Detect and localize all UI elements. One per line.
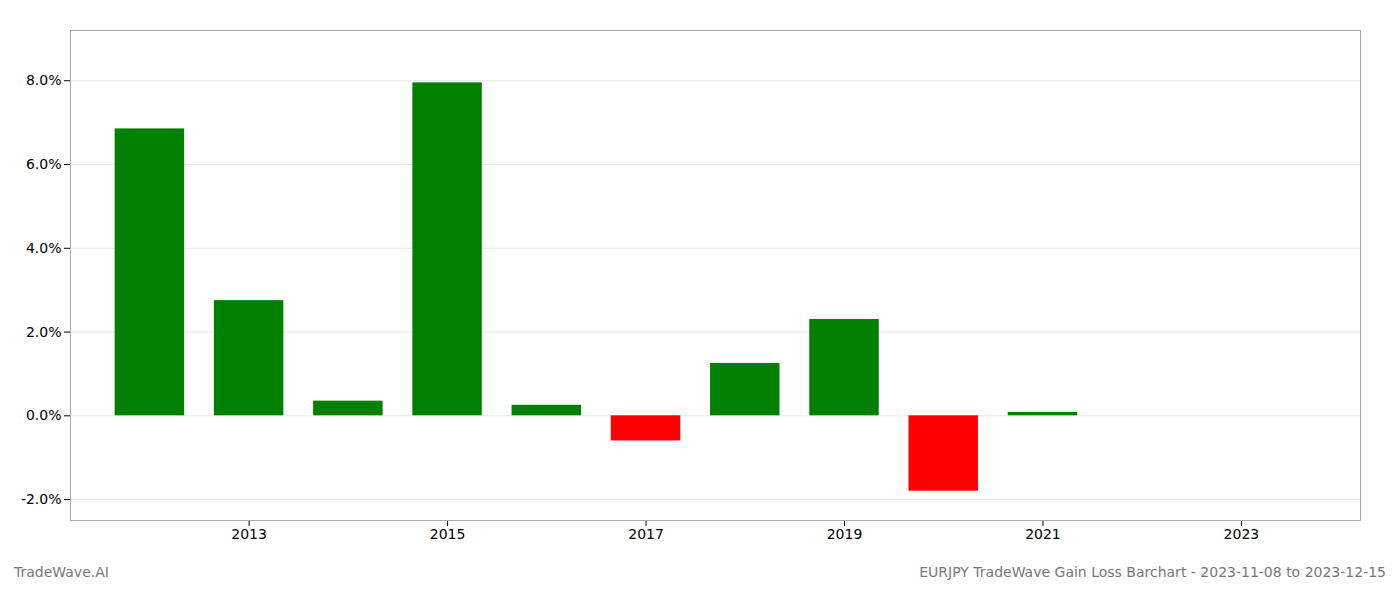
svg-text:2019: 2019 (827, 526, 863, 542)
svg-text:0.0%: 0.0% (26, 407, 62, 423)
svg-text:6.0%: 6.0% (26, 156, 62, 172)
svg-text:2023: 2023 (1224, 526, 1260, 542)
html-text:EURJPY TradeWave Gain Loss Bar: EURJPY TradeWave Gain Loss Barchart - 20… (919, 564, 1386, 580)
svg-text:4.0%: 4.0% (26, 240, 62, 256)
svg-text:2021: 2021 (1025, 526, 1061, 542)
html-text:TradeWave.AI: TradeWave.AI (14, 564, 109, 580)
svg-text:2.0%: 2.0% (26, 324, 62, 340)
svg-text:2017: 2017 (628, 526, 664, 542)
svg-text:-2.0%: -2.0% (21, 491, 62, 507)
svg-text:8.0%: 8.0% (26, 72, 62, 88)
svg-text:2015: 2015 (430, 526, 466, 542)
svg-text:2013: 2013 (231, 526, 267, 542)
